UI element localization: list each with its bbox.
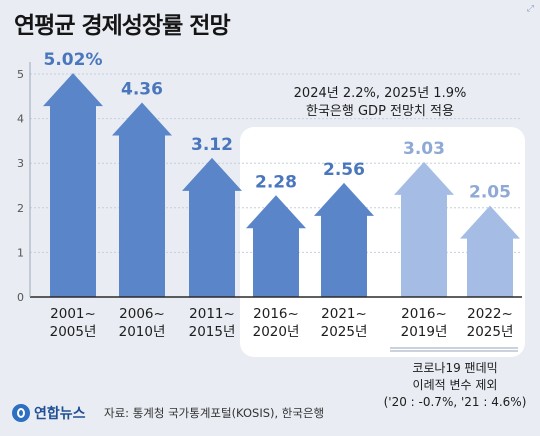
value-label: 3.03 [403, 139, 445, 159]
x-tick-label: 2010년 [119, 324, 166, 340]
x-tick-label: 2020년 [253, 324, 300, 340]
x-tick-label: 2016~ [401, 306, 447, 322]
value-label: 3.12 [191, 135, 233, 155]
arrow-bar [394, 161, 454, 297]
value-labels: 5.02% 4.36 3.12 2.28 2.56 3.03 2.05 [44, 50, 511, 202]
x-tick-label: 2006~ [119, 306, 165, 322]
x-tick-label: 2001~ [50, 306, 96, 322]
source-note: 자료: 통계청 국가통계포털(KOSIS), 한국은행 [104, 406, 325, 420]
arrow-bar [246, 195, 306, 297]
x-tick-label: 2025년 [467, 324, 514, 340]
y-tick-label: 4 [17, 113, 24, 126]
value-label: 5.02% [44, 50, 103, 70]
y-tick-label: 0 [17, 291, 24, 304]
note-bottom-line3: ('20 : -0.7%, '21 : 4.6%) [384, 395, 527, 409]
value-label: 2.28 [255, 172, 297, 192]
y-tick-label: 5 [17, 68, 24, 81]
arrow-bar [314, 182, 374, 297]
logo-text: 연합뉴스 [34, 406, 86, 422]
x-tick-label: 2021~ [321, 306, 367, 322]
yonhap-logo: 연합뉴스 [12, 403, 86, 423]
x-tick-label: 2022~ [467, 306, 513, 322]
x-tick-label: 2019년 [401, 324, 448, 340]
x-tick-label: 2025년 [321, 324, 368, 340]
y-tick-label: 2 [17, 202, 24, 215]
value-label: 2.05 [469, 183, 511, 203]
arrow-bar [460, 205, 520, 297]
value-label: 4.36 [121, 80, 163, 100]
note-bottom-line2: 이례적 변수 제외 [413, 378, 498, 392]
note-top-line1: 2024년 2.2%, 2025년 1.9% [294, 86, 467, 101]
x-tick-label: 2011~ [189, 306, 235, 322]
arrow-bar [43, 73, 103, 297]
x-tick-label: 2005년 [50, 324, 97, 340]
x-tick-label: 2015년 [189, 324, 236, 340]
note-top-line2: 한국은행 GDP 전망치 적용 [306, 103, 454, 119]
y-tick-label: 3 [17, 157, 24, 170]
highlight-panel [240, 127, 525, 357]
expand-icon[interactable]: ⤢ [526, 4, 534, 14]
arrow-bar [112, 102, 172, 297]
value-label: 2.56 [323, 160, 365, 180]
x-tick-label: 2016~ [253, 306, 299, 322]
note-bottom-line1: 코로나19 팬데믹 [412, 361, 497, 375]
y-axis-ticks: 0 1 2 3 4 5 [17, 68, 24, 304]
x-axis-labels: 2001~ 2005년 2006~ 2010년 2011~ 2015년 2016~ 2020년… [50, 306, 514, 340]
y-tick-label: 1 [17, 246, 24, 259]
yonhap-logo-icon [12, 404, 30, 422]
arrow-bars [43, 73, 520, 297]
chart-title: 연평균 경제성장률 전망 [14, 13, 231, 39]
arrow-bar [182, 157, 242, 297]
